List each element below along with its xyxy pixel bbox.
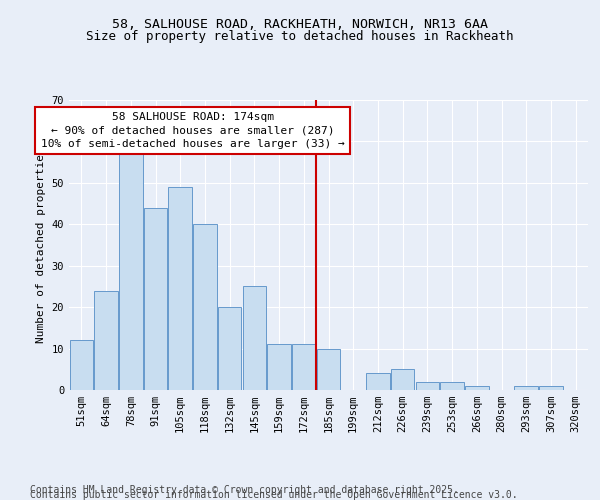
Bar — [268, 344, 291, 390]
Bar — [169, 187, 192, 390]
Text: 58, SALHOUSE ROAD, RACKHEATH, NORWICH, NR13 6AA: 58, SALHOUSE ROAD, RACKHEATH, NORWICH, N… — [112, 18, 488, 30]
Bar — [70, 340, 93, 390]
Bar — [119, 150, 143, 390]
Bar — [514, 386, 538, 390]
Text: Size of property relative to detached houses in Rackheath: Size of property relative to detached ho… — [86, 30, 514, 43]
Bar — [366, 374, 389, 390]
Text: Contains HM Land Registry data © Crown copyright and database right 2025.: Contains HM Land Registry data © Crown c… — [30, 485, 459, 495]
Text: Contains public sector information licensed under the Open Government Licence v3: Contains public sector information licen… — [30, 490, 518, 500]
Bar — [440, 382, 464, 390]
Bar — [391, 370, 415, 390]
Text: 58 SALHOUSE ROAD: 174sqm
← 90% of detached houses are smaller (287)
10% of semi-: 58 SALHOUSE ROAD: 174sqm ← 90% of detach… — [41, 112, 344, 149]
Bar — [292, 344, 316, 390]
Bar — [218, 307, 241, 390]
Bar — [193, 224, 217, 390]
Bar — [242, 286, 266, 390]
Bar — [416, 382, 439, 390]
Bar — [317, 348, 340, 390]
Bar — [539, 386, 563, 390]
Bar — [94, 290, 118, 390]
Y-axis label: Number of detached properties: Number of detached properties — [36, 147, 46, 343]
Bar — [144, 208, 167, 390]
Bar — [465, 386, 488, 390]
